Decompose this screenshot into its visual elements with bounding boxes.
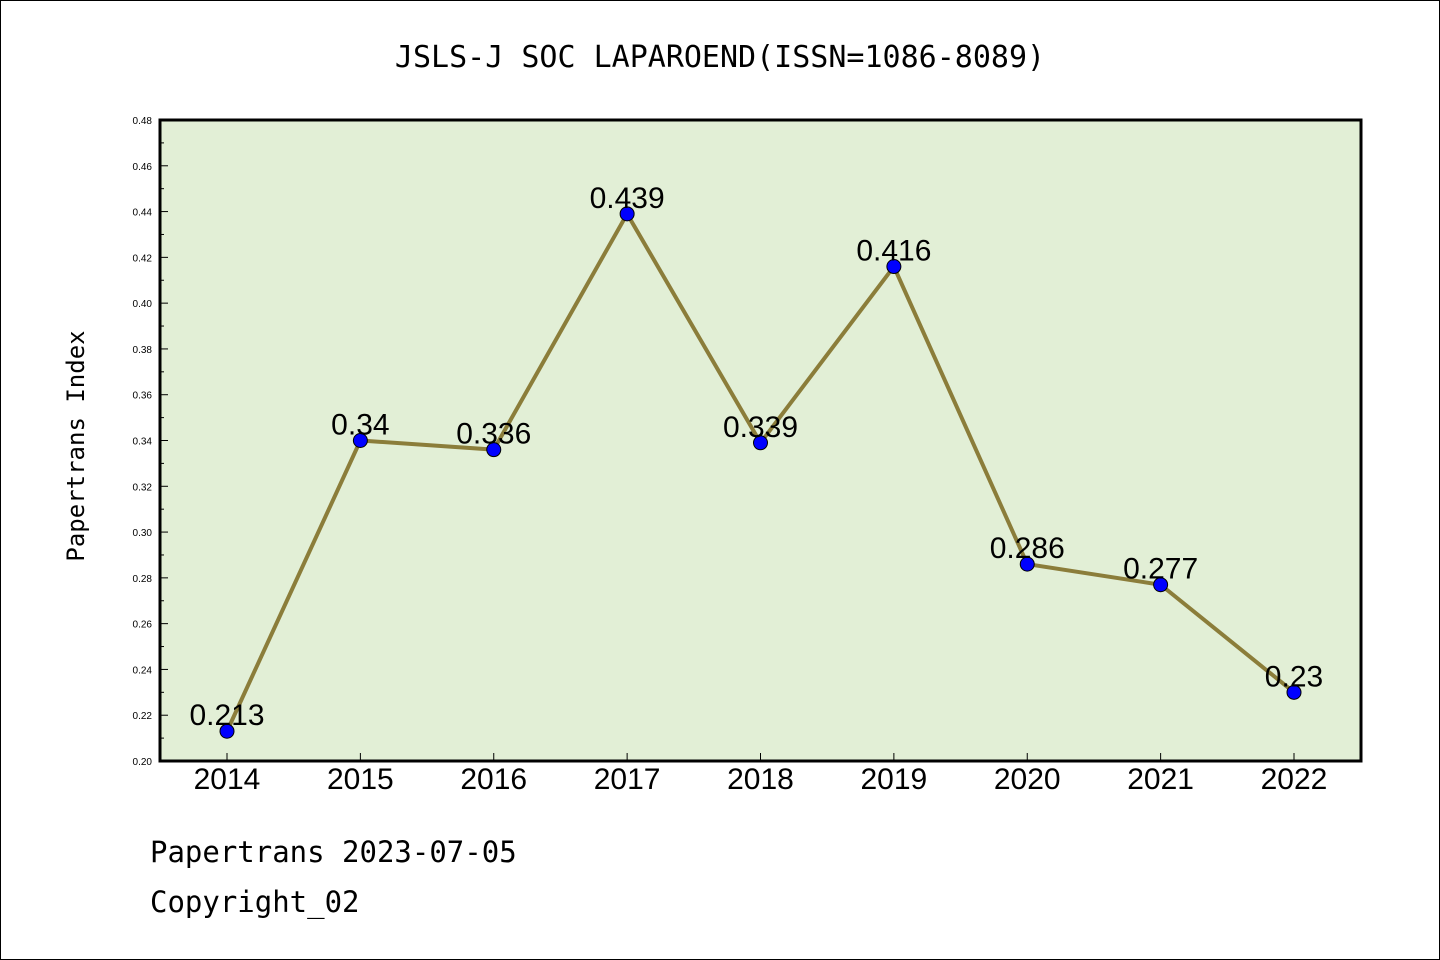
data-label: 0.336 bbox=[456, 418, 531, 451]
data-point bbox=[619, 206, 635, 222]
data-point bbox=[1286, 684, 1302, 700]
footer-date: Papertrans 2023-07-05 bbox=[150, 835, 517, 869]
y-tick-label: 0.34 bbox=[133, 437, 153, 448]
y-tick-label: 0.28 bbox=[133, 574, 153, 585]
y-tick-label: 0.38 bbox=[133, 345, 153, 356]
x-tick-label: 2015 bbox=[327, 763, 394, 796]
x-axis-ticks: 2014 2015 2016 2017 2018 2019 2020 2021 2022 bbox=[194, 753, 1328, 796]
data-point bbox=[352, 433, 368, 448]
chart-title: JSLS-J SOC LAPAROEND(ISSN=1086-8089) bbox=[395, 40, 1045, 75]
y-axis-label: Papertrans Index bbox=[62, 330, 90, 561]
data-label: 0.339 bbox=[723, 411, 798, 444]
data-label: 0.213 bbox=[189, 699, 264, 732]
y-tick-label: 0.44 bbox=[133, 208, 153, 219]
y-axis-ticks: 0.20 0.22 0.24 0.26 0.28 0.30 0.32 0.34 0.36 0.38… bbox=[133, 116, 168, 768]
data-label: 0.277 bbox=[1123, 553, 1198, 586]
data-point bbox=[1153, 577, 1169, 593]
data-labels: 0.213 0.34 0.336 0.439 0.339 0.416 0.286 0.277 0… bbox=[189, 182, 1323, 732]
y-tick-label: 0.26 bbox=[133, 620, 153, 631]
x-tick-label: 2018 bbox=[727, 763, 794, 796]
x-tick-label: 2020 bbox=[994, 763, 1061, 796]
y-tick-label: 0.20 bbox=[133, 757, 153, 768]
x-tick-label: 2021 bbox=[1127, 763, 1194, 796]
y-tick-label: 0.36 bbox=[133, 391, 153, 402]
x-tick-label: 2019 bbox=[861, 763, 928, 796]
y-tick-label: 0.30 bbox=[133, 528, 153, 539]
footer-copyright: Copyright_02 bbox=[150, 885, 360, 919]
y-tick-label: 0.22 bbox=[133, 711, 153, 722]
data-point bbox=[1019, 556, 1035, 572]
series-markers bbox=[219, 206, 1302, 739]
y-tick-label: 0.40 bbox=[133, 299, 153, 310]
y-tick-label: 0.42 bbox=[133, 253, 153, 264]
data-label: 0.439 bbox=[590, 182, 665, 215]
y-tick-label: 0.32 bbox=[133, 482, 153, 493]
x-tick-label: 2014 bbox=[194, 763, 261, 796]
x-tick-label: 2016 bbox=[460, 763, 527, 796]
y-tick-label: 0.24 bbox=[133, 665, 153, 676]
data-point bbox=[753, 435, 768, 451]
data-label: 0.34 bbox=[331, 409, 389, 442]
data-label: 0.416 bbox=[856, 235, 931, 268]
data-point bbox=[886, 259, 902, 275]
data-point bbox=[219, 723, 235, 739]
y-tick-label: 0.48 bbox=[133, 116, 153, 127]
x-tick-label: 2022 bbox=[1261, 763, 1328, 796]
y-tick-label: 0.46 bbox=[133, 162, 153, 173]
data-label: 0.23 bbox=[1265, 660, 1323, 693]
data-label: 0.286 bbox=[990, 532, 1065, 565]
data-point bbox=[486, 442, 502, 458]
x-tick-label: 2017 bbox=[594, 763, 661, 796]
